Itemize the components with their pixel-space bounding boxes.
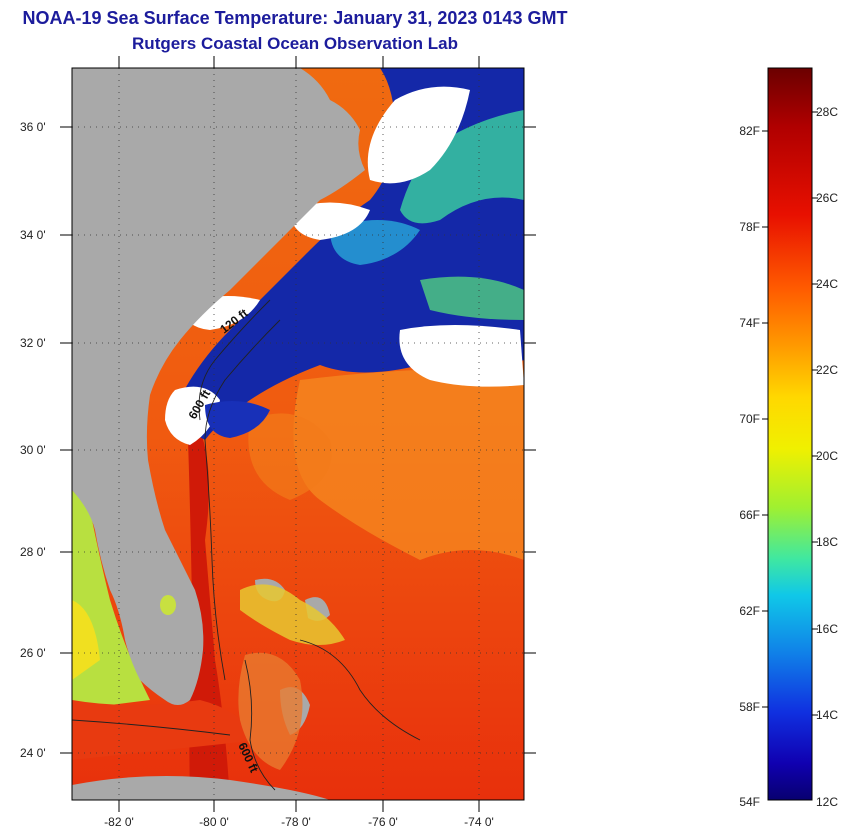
colorbar-c-24: 24C	[816, 277, 838, 291]
map-ticks	[60, 56, 536, 812]
isobath-600ft	[204, 319, 281, 681]
colorbar-f-66: 66F	[739, 508, 760, 522]
colorbar-f-70: 70F	[739, 412, 760, 426]
lat-label-32: 32 0'	[20, 336, 46, 350]
colorbar-ticks	[762, 111, 818, 716]
map-subtitle: Rutgers Coastal Ocean Observation Lab	[132, 34, 458, 53]
warm-patch	[293, 368, 524, 560]
lon-label-80: -80 0'	[199, 815, 229, 829]
lat-label-26: 26 0'	[20, 646, 46, 660]
lat-label-24: 24 0'	[20, 746, 46, 760]
colorbar-c-22: 22C	[816, 363, 838, 377]
colorbar-c-14: 14C	[816, 708, 838, 722]
colorbar-c-28: 28C	[816, 105, 838, 119]
colorbar-f-74: 74F	[739, 316, 760, 330]
cloud-cover	[367, 86, 470, 184]
land-mainland	[72, 68, 365, 705]
colorbar-f-58: 58F	[739, 700, 760, 714]
isobath-120ft	[198, 299, 271, 421]
lon-label-74: -74 0'	[464, 815, 494, 829]
colorbar-c-16: 16C	[816, 622, 838, 636]
colorbar-f-78: 78F	[739, 220, 760, 234]
colorbar	[767, 67, 813, 801]
map-title: NOAA-19 Sea Surface Temperature: January…	[22, 8, 568, 28]
sst-map	[72, 68, 524, 800]
land-cuba	[72, 776, 330, 800]
colorbar-c-20: 20C	[816, 449, 838, 463]
lon-label-82: -82 0'	[104, 815, 134, 829]
colorbar-c-18: 18C	[816, 535, 838, 549]
lat-label-30: 30 0'	[20, 443, 46, 457]
map-frame	[71, 67, 525, 801]
colorbar-f-82: 82F	[739, 124, 760, 138]
colorbar-f-54: 54F	[739, 795, 760, 809]
graticule	[72, 68, 524, 800]
lat-label-28: 28 0'	[20, 545, 46, 559]
colorbar-f-62: 62F	[739, 604, 760, 618]
lat-label-34: 34 0'	[20, 228, 46, 242]
lat-label-36: 36 0'	[20, 120, 46, 134]
colorbar-c-26: 26C	[816, 191, 838, 205]
colorbar-c-12: 12C	[816, 795, 838, 809]
lon-label-76: -76 0'	[368, 815, 398, 829]
lon-label-78: -78 0'	[281, 815, 311, 829]
